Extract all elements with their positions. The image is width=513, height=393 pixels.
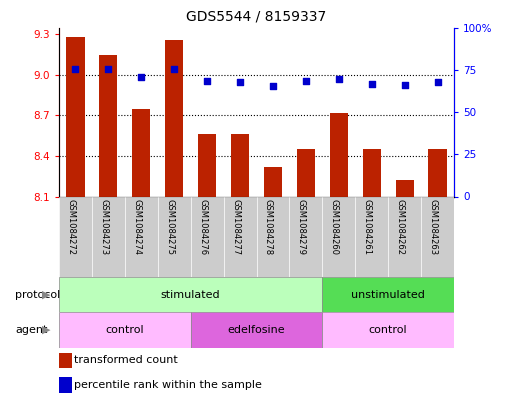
Bar bbox=[59, 353, 72, 368]
Text: unstimulated: unstimulated bbox=[351, 290, 425, 300]
FancyBboxPatch shape bbox=[59, 196, 92, 277]
Text: GDS5544 / 8159337: GDS5544 / 8159337 bbox=[186, 10, 327, 24]
FancyBboxPatch shape bbox=[289, 196, 322, 277]
Text: transformed count: transformed count bbox=[74, 355, 178, 365]
Text: GSM1084262: GSM1084262 bbox=[396, 199, 405, 255]
Bar bbox=[297, 149, 315, 196]
FancyBboxPatch shape bbox=[158, 196, 191, 277]
Point bbox=[401, 82, 409, 88]
Text: agent: agent bbox=[15, 325, 48, 335]
FancyBboxPatch shape bbox=[421, 196, 454, 277]
Bar bbox=[59, 277, 322, 312]
FancyBboxPatch shape bbox=[125, 196, 158, 277]
Text: GSM1084274: GSM1084274 bbox=[132, 199, 141, 255]
Bar bbox=[322, 277, 454, 312]
Point bbox=[236, 79, 244, 85]
FancyBboxPatch shape bbox=[191, 196, 224, 277]
Point bbox=[302, 78, 310, 84]
Bar bbox=[100, 55, 117, 196]
Text: GSM1084272: GSM1084272 bbox=[67, 199, 75, 255]
Text: control: control bbox=[106, 325, 144, 335]
FancyBboxPatch shape bbox=[92, 196, 125, 277]
Bar bbox=[322, 312, 454, 348]
Text: percentile rank within the sample: percentile rank within the sample bbox=[74, 380, 262, 390]
Point bbox=[170, 66, 179, 72]
Point bbox=[71, 66, 80, 72]
FancyBboxPatch shape bbox=[256, 196, 289, 277]
Point bbox=[433, 79, 442, 86]
Bar bbox=[59, 312, 191, 348]
Text: GSM1084278: GSM1084278 bbox=[264, 199, 273, 255]
Text: GSM1084260: GSM1084260 bbox=[330, 199, 339, 255]
FancyBboxPatch shape bbox=[355, 196, 388, 277]
Bar bbox=[59, 377, 72, 393]
Bar bbox=[191, 312, 322, 348]
Text: GSM1084263: GSM1084263 bbox=[428, 199, 438, 255]
Text: GSM1084276: GSM1084276 bbox=[198, 199, 207, 255]
Point bbox=[104, 66, 112, 73]
Text: ▶: ▶ bbox=[42, 290, 50, 300]
Text: stimulated: stimulated bbox=[161, 290, 221, 300]
Point bbox=[269, 83, 277, 89]
Bar bbox=[264, 167, 282, 196]
Text: ▶: ▶ bbox=[42, 325, 50, 335]
FancyBboxPatch shape bbox=[388, 196, 421, 277]
Text: GSM1084273: GSM1084273 bbox=[100, 199, 108, 255]
FancyBboxPatch shape bbox=[224, 196, 256, 277]
Bar bbox=[396, 180, 413, 196]
Bar bbox=[198, 134, 216, 196]
Point bbox=[203, 77, 211, 84]
Point bbox=[368, 81, 376, 87]
Bar bbox=[165, 40, 183, 197]
Bar bbox=[66, 37, 85, 197]
Bar bbox=[363, 149, 381, 196]
Text: GSM1084277: GSM1084277 bbox=[231, 199, 240, 255]
Point bbox=[137, 74, 145, 81]
Bar bbox=[330, 113, 348, 196]
Text: protocol: protocol bbox=[15, 290, 61, 300]
Text: GSM1084261: GSM1084261 bbox=[363, 199, 372, 255]
FancyBboxPatch shape bbox=[322, 196, 355, 277]
Bar bbox=[231, 134, 249, 196]
Text: control: control bbox=[369, 325, 407, 335]
Bar bbox=[132, 108, 150, 196]
Text: GSM1084275: GSM1084275 bbox=[165, 199, 174, 255]
Text: edelfosine: edelfosine bbox=[228, 325, 285, 335]
Bar bbox=[428, 149, 447, 196]
Point bbox=[334, 76, 343, 82]
Text: GSM1084279: GSM1084279 bbox=[297, 199, 306, 255]
